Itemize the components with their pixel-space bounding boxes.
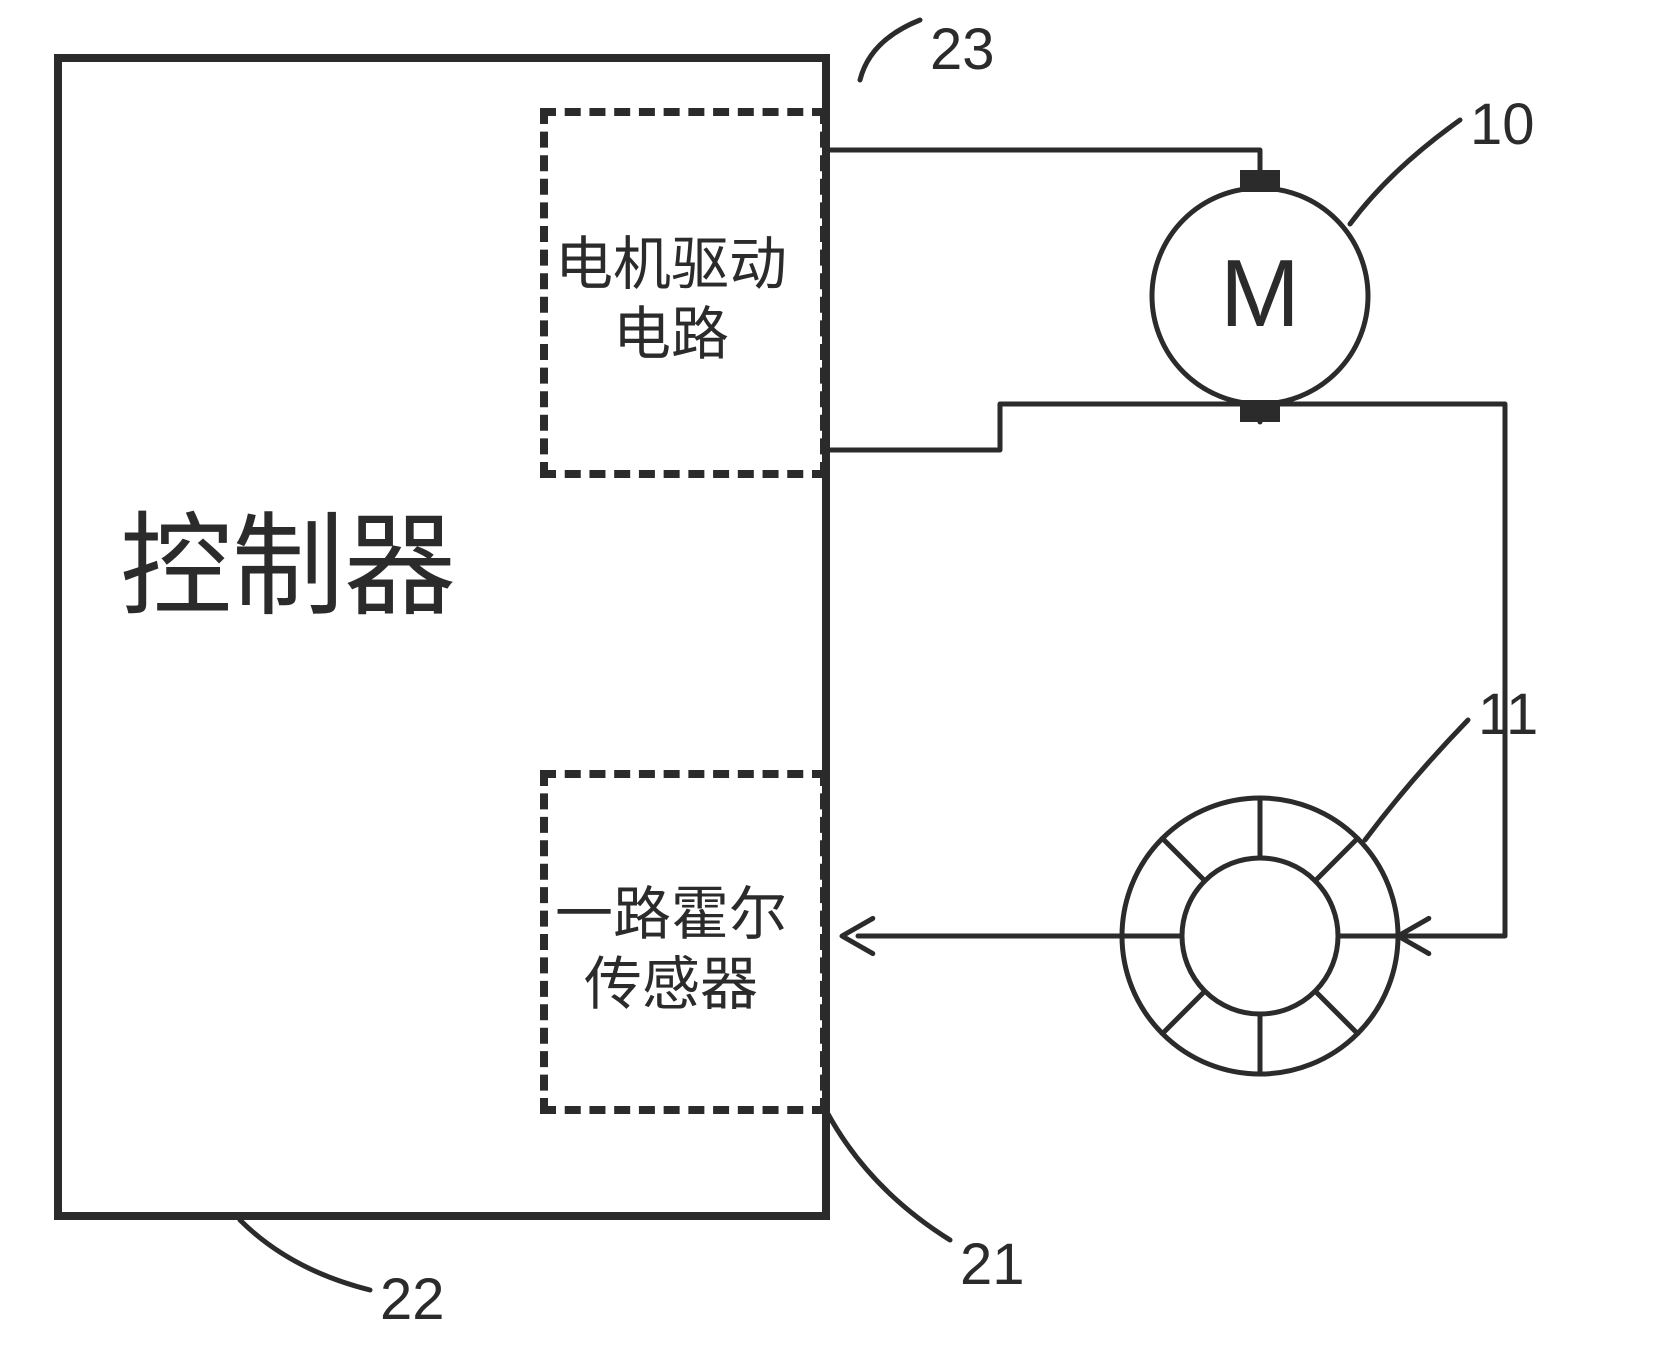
callout-21: 21 [960,1230,1025,1300]
controller-label: 控制器 [120,500,456,634]
callout-23: 23 [930,15,995,85]
callout-11: 11 [1478,680,1538,750]
hall-sensor-label: 一路霍尔 传感器 [555,880,787,1019]
callout-10: 10 [1470,90,1535,160]
callout-22: 22 [380,1265,445,1335]
motor-letter: M [1210,236,1310,351]
motor-driver-label: 电机驱动 电路 [555,230,787,369]
